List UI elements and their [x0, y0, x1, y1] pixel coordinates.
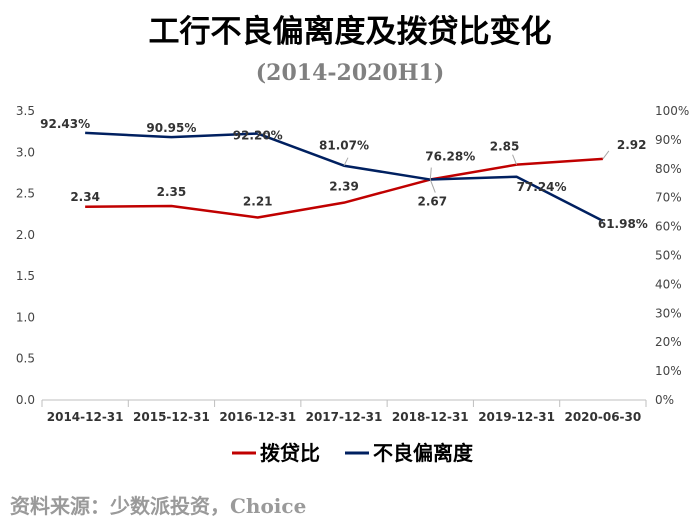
chart-title: 工行不良偏离度及拨贷比变化 [148, 14, 552, 50]
y-right-tick-label: 0% [655, 393, 674, 407]
x-tick-label: 2017-12-31 [306, 410, 383, 424]
y-right-tick-label: 40% [655, 277, 682, 291]
x-tick-label: 2019-12-31 [478, 410, 555, 424]
legend-label: 不良偏离度 [373, 441, 474, 465]
label-leaders [257, 133, 610, 193]
y-left-tick-label: 1.0 [16, 310, 35, 324]
axes: 2014-12-31 2015-12-31 2016-12-31 2017-12-31… [16, 104, 689, 424]
y-right-tick-label: 90% [655, 133, 682, 147]
y-right-tick-label: 30% [655, 306, 682, 320]
y-left-tick-label: 0.5 [16, 352, 35, 366]
x-tick-label: 2015-12-31 [133, 410, 210, 424]
y-right-tick-label: 80% [655, 162, 682, 176]
data-label: 61.98% [598, 217, 648, 231]
data-label: 2.34 [70, 190, 100, 204]
y-right-tick-label: 20% [655, 335, 682, 349]
data-label: 92.20% [233, 129, 283, 143]
data-label: 2.67 [417, 195, 447, 209]
data-label: 2.39 [329, 180, 359, 194]
label-leader-line [429, 167, 432, 180]
legend-label: 拨贷比 [260, 441, 320, 465]
source-note: 资料来源：少数派投资，Choice [10, 494, 307, 518]
data-label: 90.95% [146, 121, 196, 135]
y-left-tick-label: 3.0 [16, 145, 35, 159]
data-labels: 2.34 2.35 2.21 2.39 2.67 2.85 2.92 92.43% 90.95%… [40, 117, 648, 231]
legend: 拨贷比 不良偏离度 [232, 441, 474, 465]
data-label: 92.43% [40, 117, 90, 131]
x-tick-label: 2014-12-31 [47, 410, 124, 424]
label-leader-line [512, 154, 518, 165]
x-tick-label: 2016-12-31 [219, 410, 296, 424]
y-right-tick-label: 50% [655, 249, 682, 263]
data-label: 81.07% [319, 139, 369, 153]
data-label: 2.21 [243, 195, 273, 209]
data-label: 76.28% [425, 150, 475, 164]
label-leader-line [429, 179, 436, 193]
y-right-tick-label: 100% [655, 104, 689, 118]
label-leader-line [602, 150, 610, 160]
x-tick-label: 2018-12-31 [392, 410, 469, 424]
data-label: 2.35 [157, 185, 187, 199]
y-right-tick-label: 10% [655, 364, 682, 378]
y-left-tick-label: 0.0 [16, 393, 35, 407]
y-left-tick-label: 3.5 [16, 104, 35, 118]
y-left-tick-label: 1.5 [16, 269, 35, 283]
y-left-tick-label: 2.0 [16, 228, 35, 242]
x-tick-label: 2020-06-30 [564, 410, 641, 424]
data-label: 2.92 [617, 138, 647, 152]
y-right-tick-label: 70% [655, 191, 682, 205]
y-right-tick-label: 60% [655, 220, 682, 234]
label-leader-line [343, 157, 349, 166]
chart-subtitle: (2014-2020H1) [255, 60, 445, 86]
data-label: 77.24% [517, 180, 567, 194]
y-left-tick-label: 2.5 [16, 187, 35, 201]
data-label: 2.85 [490, 140, 520, 154]
